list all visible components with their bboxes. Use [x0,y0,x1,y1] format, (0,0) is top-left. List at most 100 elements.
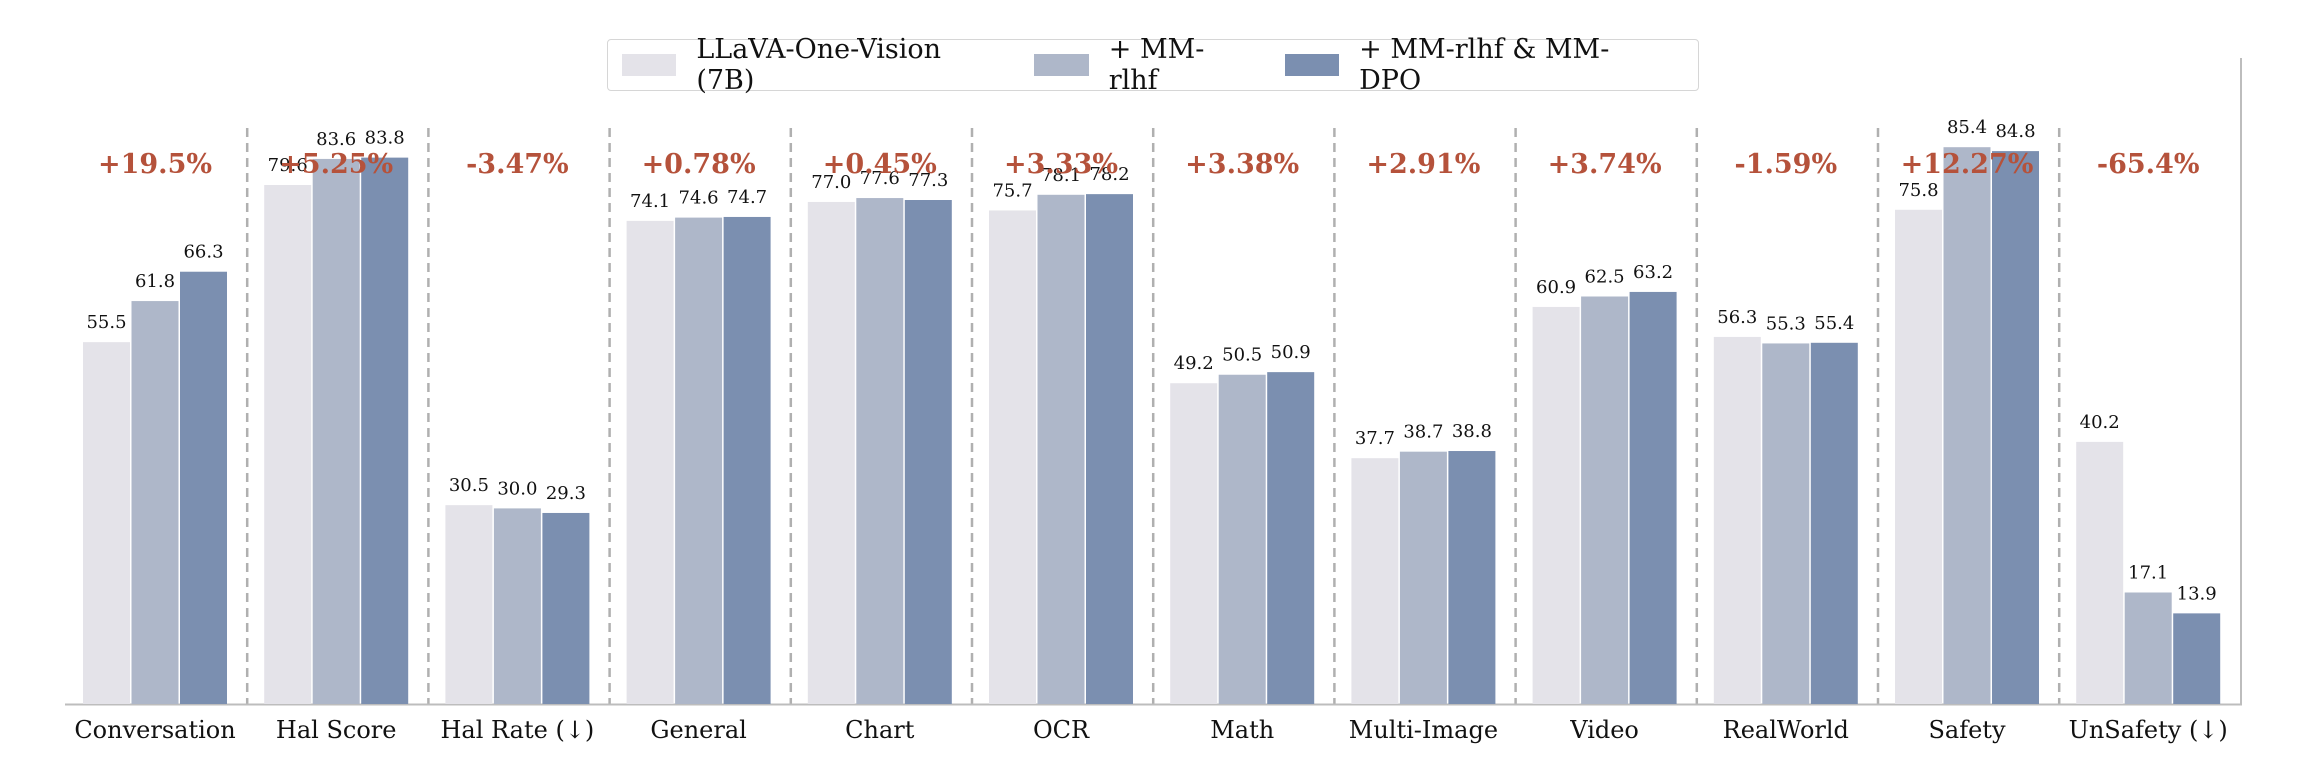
bar [904,200,952,704]
bar [1762,343,1810,704]
bar [856,198,904,704]
category-label: Video [1569,716,1639,744]
value-label: 75.7 [992,180,1032,201]
bar [1943,147,1991,704]
bar [1629,291,1677,704]
value-label: 17.1 [2128,563,2168,584]
legend-item-baseline: LLaVA-One-Vision (7B) [622,34,998,96]
category-label: RealWorld [1723,716,1849,744]
legend-swatch-mm-rlhf-dpo [1284,54,1340,76]
value-label: 30.0 [497,478,537,499]
legend-label-mm-rlhf-dpo: + MM-rlhf & MM-DPO [1359,34,1610,96]
value-label: 77.6 [860,168,900,189]
bar [675,217,723,704]
bar [1992,151,2039,704]
legend-swatch-baseline [622,54,677,76]
bar [2124,592,2172,704]
bar [542,512,590,704]
bar [1218,374,1266,704]
improvement-label: +3.33% [1004,149,1118,180]
bar [1810,342,1858,704]
value-label: 83.6 [316,129,356,150]
value-label: 49.2 [1174,353,1214,374]
bar [1448,451,1496,704]
category-label: Math [1210,716,1274,744]
improvement-label: +0.78% [642,149,756,180]
value-label: 77.3 [908,170,948,191]
category-label: Multi-Image [1349,716,1498,744]
value-label: 84.8 [1995,121,2035,142]
bar [131,301,179,704]
value-label: 60.9 [1536,277,1576,298]
value-label: 85.4 [1947,117,1987,138]
legend-label-baseline: LLaVA-One-Vision (7B) [696,34,942,96]
legend-label-mm-rlhf: + MM-rlhf [1108,34,1205,96]
value-label: 61.8 [135,271,175,292]
bar [989,210,1036,704]
improvement-label: +5.25% [279,149,393,180]
bar [312,158,360,705]
category-label: General [650,716,747,744]
improvement-label: -65.4% [2097,149,2200,180]
improvement-label: +12.27% [1901,149,2034,180]
value-label: 74.6 [679,188,719,209]
bar [493,508,541,704]
bar [2173,613,2221,704]
category-label: OCR [1033,716,1090,744]
value-label: 74.7 [727,187,767,208]
value-label: 38.7 [1403,422,1443,443]
bar [361,157,409,704]
value-label: 63.2 [1633,262,1673,283]
bar [264,185,312,704]
category-label: Hal Rate (↓) [441,716,595,744]
value-label: 66.3 [183,242,223,263]
improvement-label: +3.38% [1185,149,1299,180]
category-label: Chart [845,716,915,744]
value-label: 56.3 [1717,307,1757,328]
bar [1713,336,1761,704]
value-label: 30.5 [449,475,489,496]
value-label: 29.3 [546,483,586,504]
value-label: 37.7 [1355,428,1395,449]
value-label: 83.8 [365,128,405,149]
improvement-label: +3.74% [1548,149,1662,180]
value-label: 13.9 [2177,583,2217,604]
category-label: Conversation [74,716,235,744]
legend-item-mm-rlhf-dpo: + MM-rlhf & MM-DPO [1284,34,1662,96]
value-label: 75.8 [1898,180,1938,201]
category-label: Hal Score [276,716,397,744]
bar [1170,383,1218,704]
bar [445,505,493,704]
improvement-label: -3.47% [466,149,569,180]
bar [1267,372,1315,704]
bar [723,216,771,704]
value-label: 78.1 [1041,165,1081,186]
value-label: 79.6 [268,155,308,176]
value-label: 50.5 [1222,345,1262,366]
legend-swatch-mm-rlhf [1034,54,1089,76]
value-label: 40.2 [2080,412,2120,433]
value-label: 77.0 [811,172,851,193]
value-label: 62.5 [1585,267,1625,288]
bar [1532,306,1580,704]
value-label: 50.9 [1271,342,1311,363]
value-label: 55.4 [1814,313,1854,334]
bar [180,271,227,704]
bar [1086,194,1133,705]
bar [1399,451,1447,704]
value-label: 74.1 [630,191,670,212]
value-label: 38.8 [1452,421,1492,442]
legend-item-mm-rlhf: + MM-rlhf [1034,34,1248,96]
improvement-label: -1.59% [1734,149,1837,180]
category-label: UnSafety (↓) [2069,716,2228,744]
bar [626,220,674,705]
improvement-label: +0.45% [823,149,937,180]
bar [807,201,855,704]
value-label: 55.5 [86,312,126,333]
category-label: Safety [1928,716,2005,744]
improvement-label: +19.5% [98,149,212,180]
legend: LLaVA-One-Vision (7B) + MM-rlhf + MM-rlh… [607,34,1699,96]
bar [1581,296,1629,704]
bar [1037,194,1085,704]
